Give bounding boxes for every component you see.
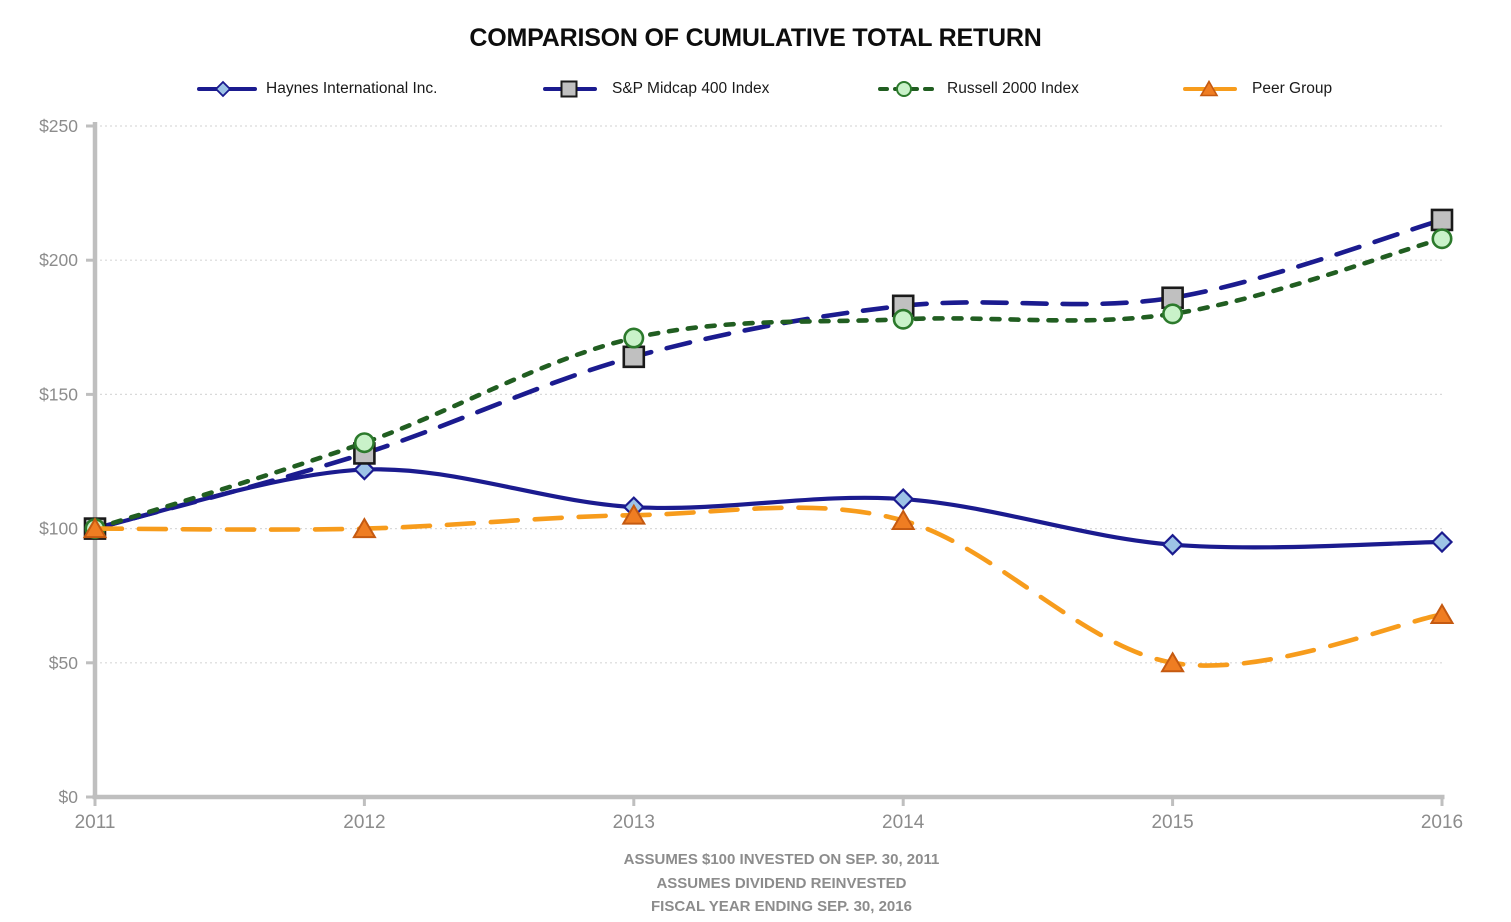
legend-label: Haynes International Inc. bbox=[266, 80, 438, 97]
diamond-marker-icon bbox=[214, 80, 232, 98]
legend-label: Russell 2000 Index bbox=[947, 80, 1079, 97]
series-line bbox=[92, 467, 1445, 550]
y-tick-label: $200 bbox=[39, 250, 78, 270]
diamond-marker-icon bbox=[1161, 533, 1184, 556]
series-3 bbox=[82, 503, 1455, 673]
x-tick-label: 2016 bbox=[1421, 812, 1463, 833]
diamond-marker-icon bbox=[1430, 530, 1454, 554]
circle-marker-icon bbox=[623, 327, 645, 349]
footnote-line-3: FISCAL YEAR ENDING SEP. 30, 2016 bbox=[651, 898, 912, 915]
diamond-marker-icon bbox=[892, 488, 915, 511]
square-marker-icon bbox=[622, 345, 646, 369]
chart-legend: Haynes International Inc. S&P Midcap 400… bbox=[0, 76, 1511, 102]
circle-marker-icon bbox=[1162, 303, 1184, 325]
y-tick-label: $100 bbox=[39, 519, 78, 539]
footnote-line-2: ASSUMES DIVIDEND REINVESTED bbox=[656, 874, 907, 892]
y-tick-label: $50 bbox=[49, 653, 78, 673]
x-tick-label: 2012 bbox=[343, 812, 385, 833]
legend-item-peer-group: Peer Group bbox=[1183, 76, 1332, 102]
square-marker-icon bbox=[1430, 208, 1454, 232]
triangle-marker-icon bbox=[1429, 603, 1455, 624]
circle-marker-icon bbox=[892, 308, 914, 330]
x-tick-label: 2011 bbox=[75, 812, 116, 833]
legend-item-sp-midcap: S&P Midcap 400 Index bbox=[543, 76, 769, 102]
square-marker-icon bbox=[560, 80, 578, 98]
haynes-line-diamond-icon bbox=[197, 80, 257, 98]
chart-footnote: ASSUMES $100 INVESTED ON SEP. 30, 2011 A… bbox=[0, 848, 1511, 919]
x-tick-label: 2014 bbox=[882, 812, 925, 833]
sp-midcap-line-square-icon bbox=[543, 80, 603, 98]
series-line bbox=[92, 505, 1445, 668]
y-tick-label: $0 bbox=[59, 787, 79, 807]
circle-marker-icon bbox=[1431, 228, 1453, 250]
footnote-line-1: ASSUMES $100 INVESTED ON SEP. 30, 2011 bbox=[623, 851, 940, 868]
x-tick-label: 2015 bbox=[1151, 812, 1193, 833]
peer-group-line-triangle-icon bbox=[1183, 79, 1243, 97]
triangle-marker-icon bbox=[352, 517, 377, 539]
triangle-marker-icon bbox=[1199, 79, 1219, 97]
y-tick-label: $150 bbox=[39, 384, 78, 404]
page-title: COMPARISON OF CUMULATIVE TOTAL RETURN bbox=[469, 24, 1042, 52]
triangle-marker-icon bbox=[82, 517, 108, 539]
y-tick-label: $250 bbox=[39, 116, 78, 136]
series-line bbox=[92, 236, 1445, 531]
legend-label: Peer Group bbox=[1252, 80, 1333, 97]
legend-item-russell: Russell 2000 Index bbox=[878, 76, 1079, 102]
circle-marker-icon bbox=[896, 81, 912, 97]
series-1 bbox=[83, 208, 1454, 540]
triangle-marker-icon bbox=[1160, 651, 1185, 673]
legend-item-haynes: Haynes International Inc. bbox=[197, 76, 437, 102]
legend-label: S&P Midcap 400 Index bbox=[612, 80, 770, 97]
series-line bbox=[92, 217, 1445, 531]
circle-marker-icon bbox=[353, 432, 375, 454]
series-2 bbox=[84, 228, 1453, 540]
russell-line-circle-icon bbox=[878, 81, 938, 97]
triangle-marker-icon bbox=[890, 509, 916, 531]
triangle-marker-icon bbox=[621, 503, 647, 525]
x-tick-label: 2013 bbox=[613, 812, 655, 833]
diamond-marker-icon bbox=[353, 458, 376, 481]
